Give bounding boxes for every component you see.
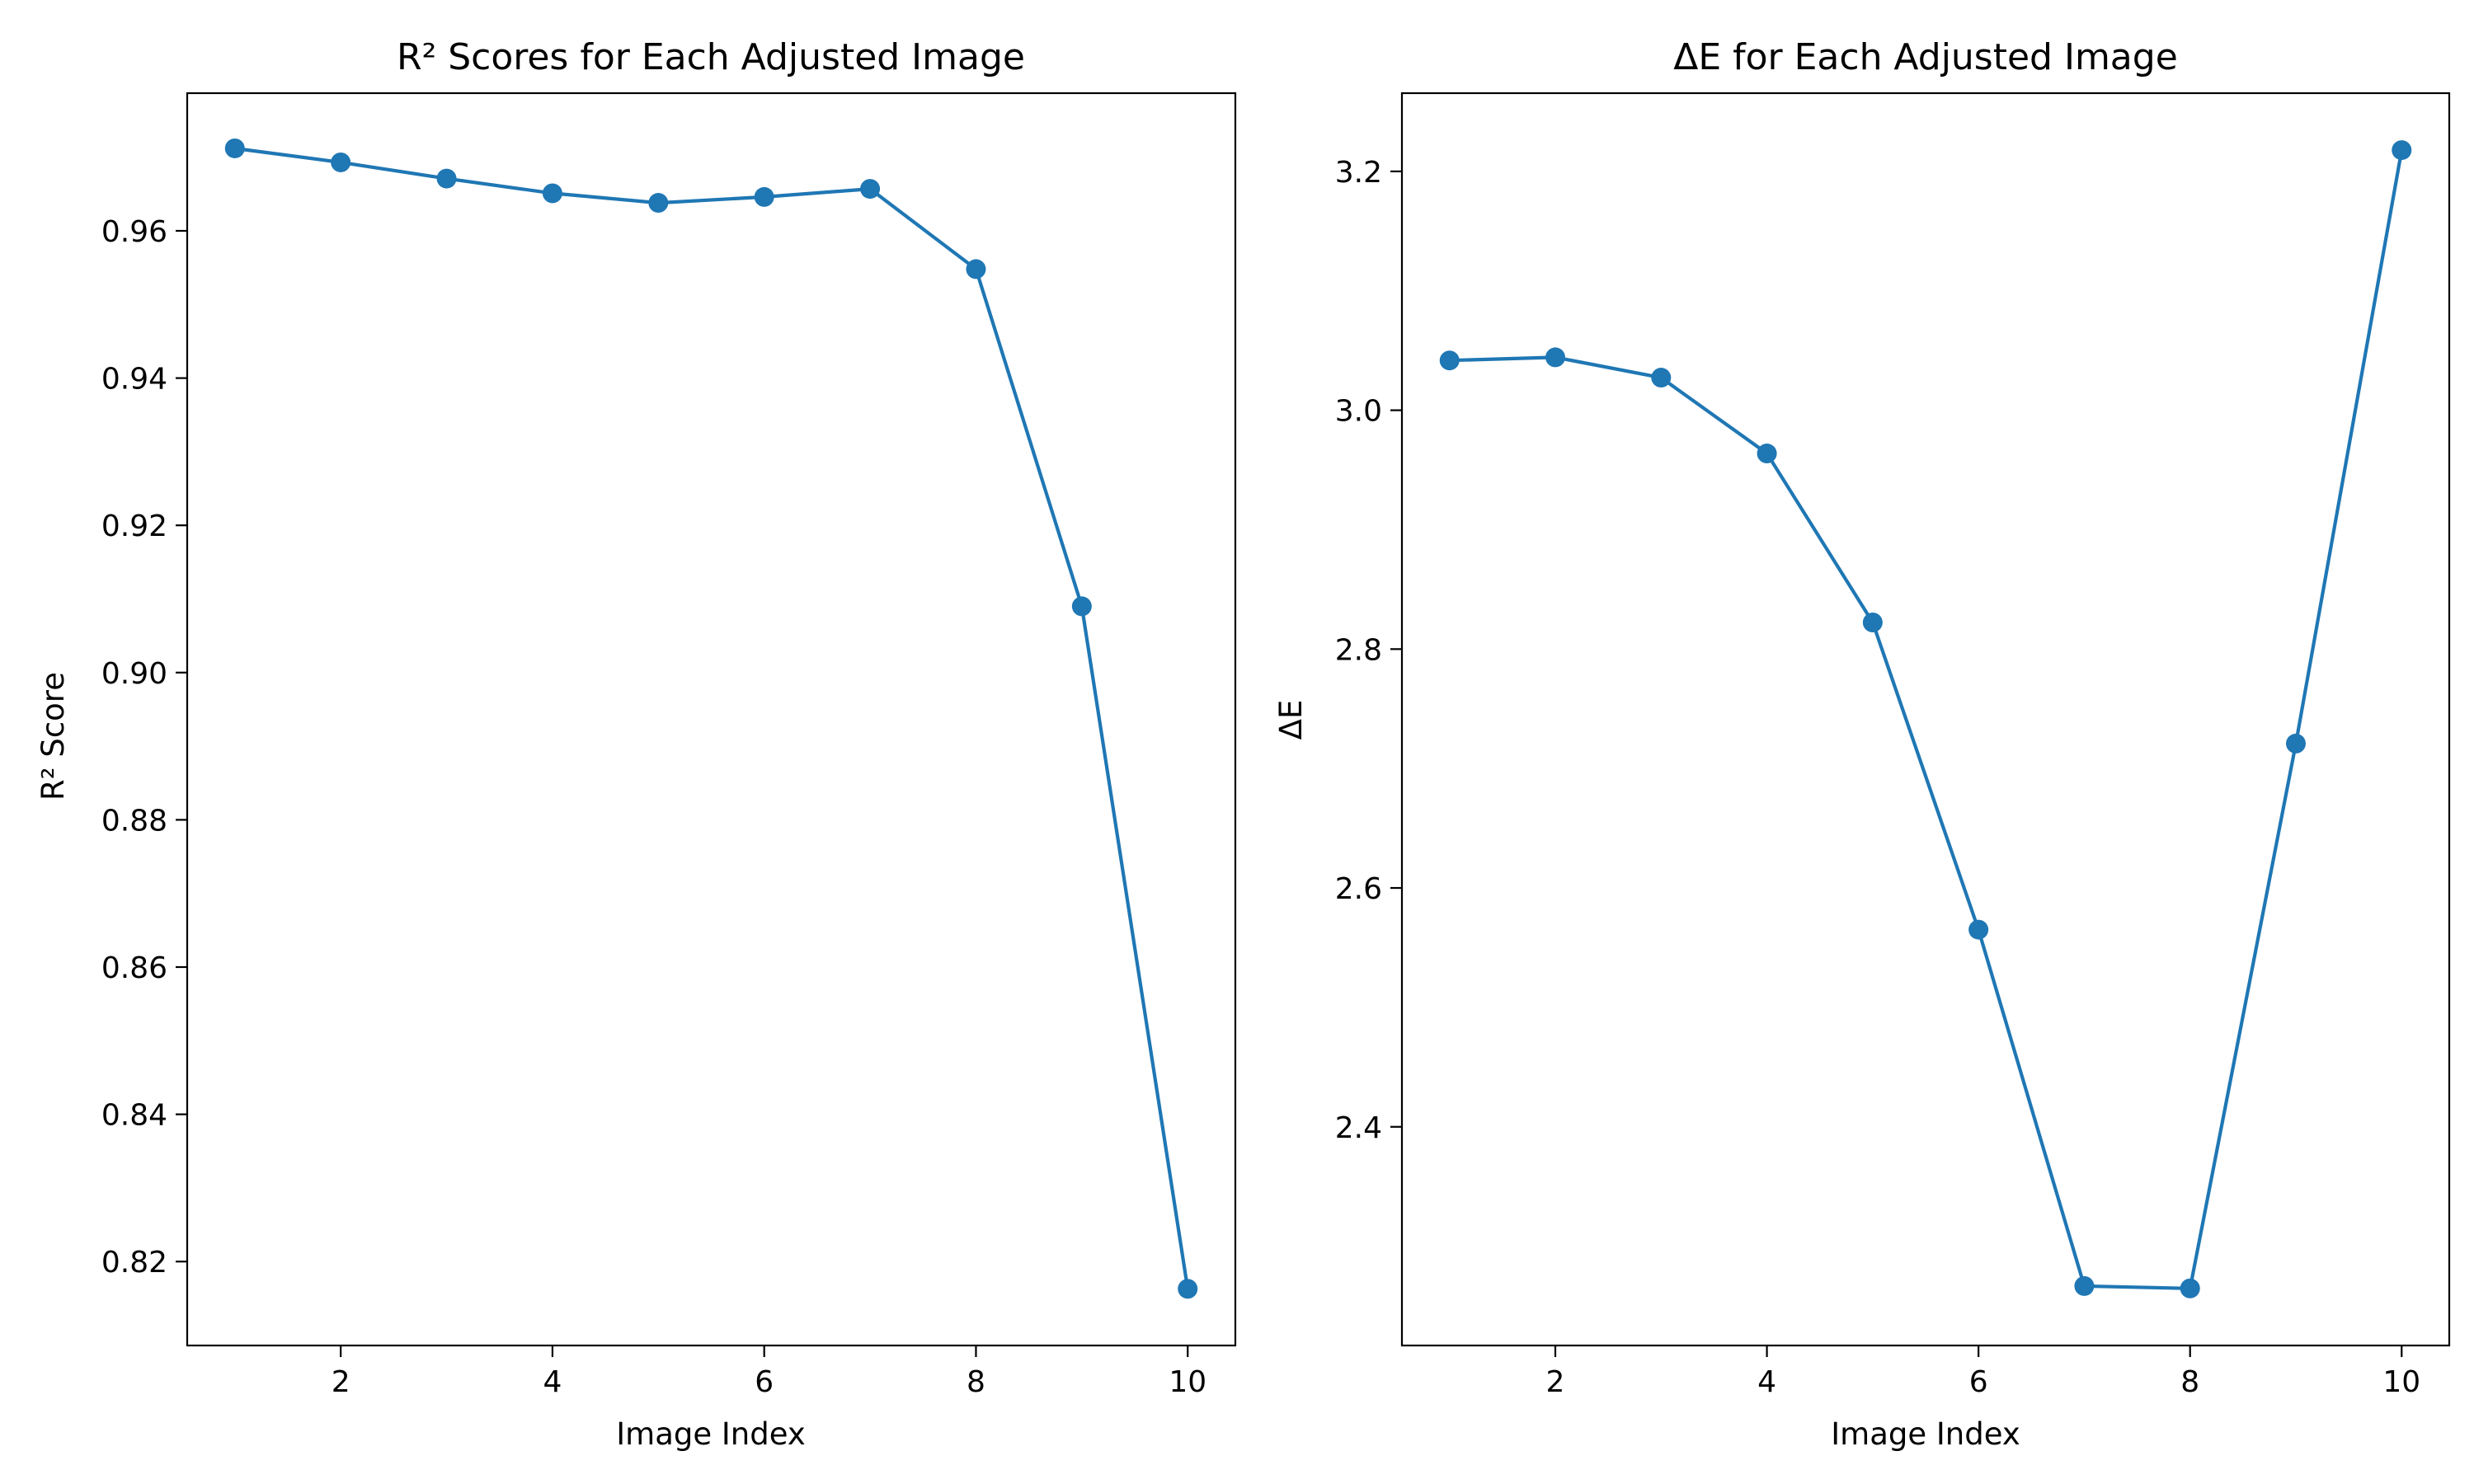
- delta-e-x-tick-label: 2: [1546, 1365, 1565, 1399]
- delta-e-chart-title: ΔE for Each Adjusted Image: [1673, 36, 2178, 78]
- r2-data-point: [1178, 1279, 1198, 1299]
- r2-y-axis-label: R² Score: [35, 672, 71, 801]
- r2-chart-title: R² Scores for Each Adjusted Image: [397, 36, 1025, 78]
- delta-e-y-axis-label: ΔE: [1273, 700, 1309, 740]
- r2-data-point: [966, 259, 986, 279]
- delta-e-data-point: [1545, 347, 1566, 368]
- delta-e-data-point: [1651, 368, 1672, 388]
- delta-e-y-tick-label: 3.0: [1335, 395, 1382, 429]
- r2-data-point: [648, 193, 669, 214]
- r2-data-point: [436, 168, 457, 189]
- delta-e-data-point: [1862, 613, 1883, 633]
- r2-data-point: [224, 138, 245, 158]
- delta-e-y-tick-label: 3.2: [1335, 156, 1382, 190]
- delta-e-data-point: [1439, 350, 1460, 371]
- r2-axes-frame: [186, 92, 1237, 1347]
- delta-e-chart-panel: ΔE for Each Adjusted Image Image Index Δ…: [1273, 36, 2451, 1452]
- r2-y-tick-label: 0.94: [101, 363, 167, 397]
- delta-e-x-axis-label: Image Index: [1831, 1416, 2020, 1452]
- r2-y-tick-label: 0.84: [101, 1099, 167, 1133]
- r2-y-tick-label: 0.92: [101, 510, 167, 543]
- r2-y-tick-label: 0.82: [101, 1246, 167, 1280]
- delta-e-y-tick-label: 2.4: [1335, 1111, 1382, 1145]
- delta-e-data-point: [2180, 1278, 2200, 1298]
- r2-x-tick-label: 8: [967, 1365, 985, 1399]
- r2-y-tick-label: 0.86: [101, 951, 167, 985]
- delta-e-data-point: [2285, 733, 2306, 754]
- r2-series-line: [234, 146, 1190, 1289]
- delta-e-axes-frame: [1400, 92, 2451, 1347]
- delta-e-y-tick-label: 2.6: [1335, 872, 1382, 906]
- delta-e-data-point: [1968, 919, 1989, 940]
- delta-e-x-tick-label: 8: [2180, 1365, 2199, 1399]
- r2-data-point: [754, 186, 774, 207]
- delta-e-data-point: [2392, 140, 2412, 161]
- r2-y-tick-label: 0.88: [101, 804, 167, 838]
- r2-x-tick-label: 10: [1169, 1365, 1206, 1399]
- delta-e-data-point: [1757, 444, 1777, 464]
- r2-y-tick-label: 0.90: [101, 657, 167, 691]
- r2-x-axis-label: Image Index: [616, 1416, 806, 1452]
- delta-e-x-tick-label: 10: [2382, 1365, 2420, 1399]
- r2-chart-panel: R² Scores for Each Adjusted Image Image …: [35, 36, 1237, 1452]
- r2-x-tick-label: 2: [332, 1365, 350, 1399]
- delta-e-x-tick-label: 6: [1969, 1365, 1988, 1399]
- delta-e-data-point: [2074, 1275, 2095, 1296]
- delta-e-y-tick-label: 2.8: [1335, 633, 1382, 667]
- r2-data-point: [331, 152, 351, 172]
- r2-data-point: [1071, 596, 1092, 617]
- r2-data-point: [542, 183, 562, 204]
- r2-y-tick-label: 0.96: [101, 215, 167, 249]
- delta-e-x-tick-label: 4: [1757, 1365, 1776, 1399]
- r2-x-tick-label: 6: [755, 1365, 774, 1399]
- delta-e-series-line: [1449, 149, 2404, 1290]
- r2-data-point: [860, 179, 881, 200]
- r2-x-tick-label: 4: [543, 1365, 562, 1399]
